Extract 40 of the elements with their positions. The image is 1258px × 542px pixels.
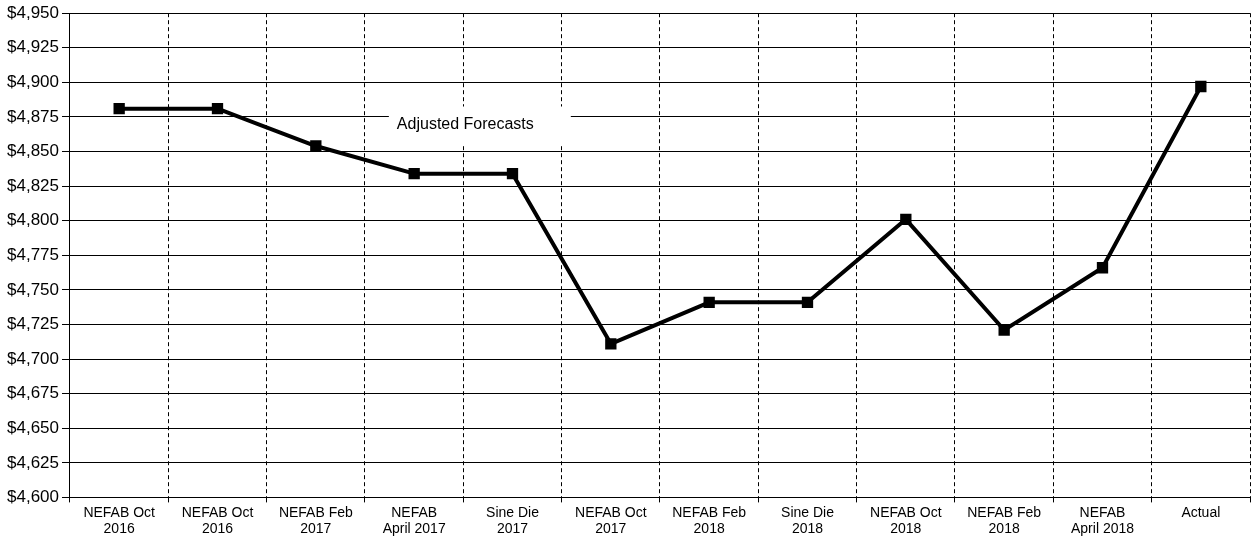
annotation: Adjusted Forecasts: [396, 114, 534, 132]
point: [1096, 262, 1109, 274]
x-tick-label: NEFAB Oct 2017: [575, 503, 647, 537]
y-tick-label: $4,950: [7, 2, 59, 22]
y-tick-label: $4,725: [7, 314, 59, 334]
point: [605, 338, 617, 350]
point: [703, 296, 715, 308]
y-tick-label: $4,700: [7, 348, 59, 368]
y-tick-label: $4,625: [7, 452, 59, 472]
y-tick-label: $4,900: [7, 72, 59, 92]
point: [801, 296, 814, 308]
x-tick-label: NEFAB April 2017: [382, 503, 446, 537]
y-tick-label: $4,825: [7, 175, 59, 195]
y-tick-label: $4,650: [7, 417, 59, 437]
x-tick-label: NEFAB Oct 2018: [870, 503, 942, 537]
x-tick-label: NEFAB Oct 2016: [181, 503, 254, 537]
x-tick-label: NEFAB Feb 2018: [672, 503, 747, 537]
point: [998, 324, 1010, 336]
point: [506, 168, 519, 180]
y-tick-label: $4,775: [7, 244, 59, 264]
x-tick-label: Actual: [1181, 503, 1221, 520]
point: [211, 103, 224, 115]
point: [900, 213, 912, 225]
y-tick-label: $4,925: [7, 37, 59, 57]
y-tick-label: $4,600: [7, 487, 59, 507]
y-tick-label: $4,800: [7, 210, 59, 230]
y-tick-label: $4,875: [7, 106, 59, 126]
y-tick-label: $4,675: [7, 383, 59, 403]
x-tick-label: Sine Die 2017: [486, 503, 540, 537]
x-tick-label: NEFAB Feb 2017: [278, 503, 353, 537]
x-tick-label: NEFAB Feb 2018: [967, 503, 1042, 537]
point: [113, 103, 125, 115]
x-tick-label: NEFAB April 2018: [1070, 503, 1135, 537]
x-tick-label: Sine Die 2018: [781, 503, 835, 537]
point: [1195, 80, 1207, 93]
x-tick-label: NEFAB Oct 2016: [83, 503, 156, 537]
y-tick-label: $4,850: [7, 141, 59, 161]
y-tick-label: $4,750: [7, 279, 59, 299]
point: [310, 140, 322, 152]
point: [408, 168, 420, 180]
